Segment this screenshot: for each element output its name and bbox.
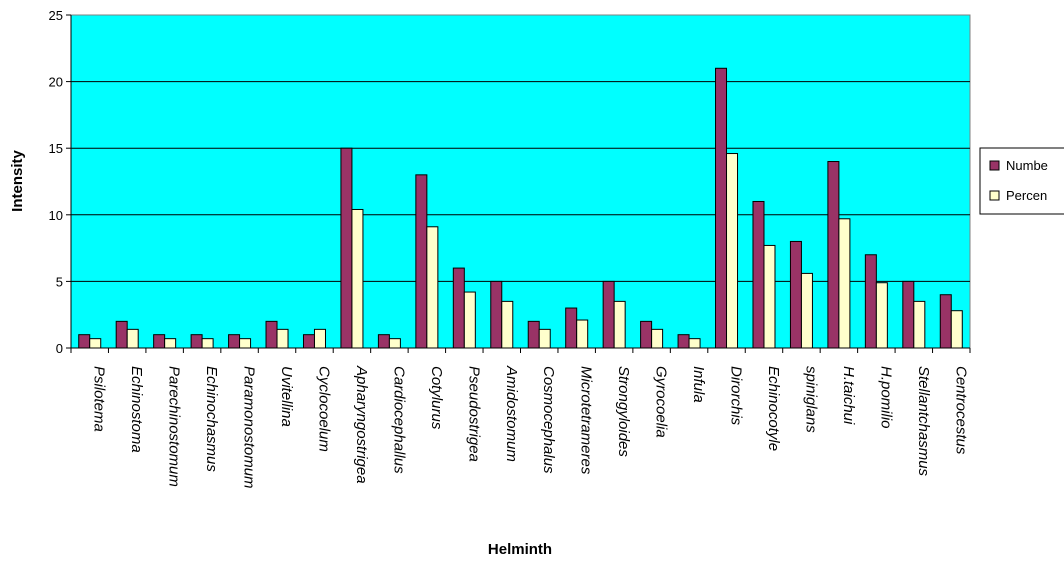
bar-series-1: [153, 334, 166, 349]
bar-series-2: [688, 338, 701, 349]
bar-series-1: [340, 147, 353, 349]
bar-series-1: [527, 320, 540, 349]
x-category-label: Strongyloides: [615, 366, 632, 457]
x-category-label: Stellantchasmus: [915, 366, 932, 477]
bar-series-1: [715, 67, 728, 349]
y-tick-label: 15: [49, 141, 63, 156]
bar-series-2: [613, 300, 626, 349]
bar-series-2: [239, 338, 252, 349]
y-tick-label: 0: [56, 341, 63, 356]
x-category-label: Paramonostomum: [241, 366, 258, 489]
x-category-label: Uvitellina: [278, 366, 295, 427]
y-tick-label: 20: [49, 75, 63, 90]
x-category-label: Parechinostomum: [166, 366, 183, 487]
bar-series-2: [126, 328, 139, 349]
legend-swatch-series-1: [989, 160, 1000, 171]
bar-series-1: [228, 334, 241, 349]
x-category-label: Psilotema: [91, 366, 108, 432]
bar-series-2: [875, 282, 888, 349]
y-axis: 0 5 10 15 20 25: [49, 8, 971, 356]
x-category-label: Apharyngostrigea: [353, 365, 370, 484]
bar-series-2: [726, 153, 739, 349]
legend-swatch-series-2: [989, 190, 1000, 201]
x-category-label: Microtetrameres: [578, 366, 595, 475]
bar-series-1: [452, 267, 465, 349]
bar-series-1: [864, 254, 877, 349]
x-category-label: Cyclocoelum: [315, 366, 332, 452]
bar-series-2: [838, 218, 851, 349]
bar-series-1: [789, 240, 802, 349]
x-category-label: Echinocotyle: [765, 366, 782, 451]
bar-series-2: [164, 338, 177, 349]
bar-series-1: [377, 334, 390, 349]
x-category-label: Gyrocoelia: [653, 366, 670, 438]
bar-series-1: [115, 320, 128, 349]
bars: [78, 67, 963, 349]
x-category-label: spiniglans: [802, 366, 819, 433]
y-tick-label: 5: [56, 274, 63, 289]
x-axis-labels: Psilotema Echinostoma Parechinostomum Echin…: [91, 365, 970, 489]
bar-series-2: [576, 319, 589, 349]
bar-series-2: [313, 328, 326, 349]
bar-series-1: [415, 174, 428, 349]
bar-series-2: [950, 310, 963, 349]
bar-series-1: [490, 280, 503, 349]
bar-series-1: [827, 161, 840, 349]
bar-series-1: [752, 200, 765, 349]
bar-series-1: [602, 280, 615, 349]
x-category-label: Dirorchis: [728, 366, 745, 426]
bar-series-1: [78, 334, 91, 349]
bar-series-2: [763, 244, 776, 349]
x-category-label: H.pomilio: [877, 366, 894, 429]
bar-series-1: [640, 320, 653, 349]
x-category-label: Cotylurus: [428, 366, 445, 430]
legend-box: [979, 147, 1064, 215]
bar-series-2: [463, 291, 476, 349]
bar-series-1: [902, 280, 915, 349]
bar-series-2: [276, 328, 289, 349]
bar-series-2: [913, 300, 926, 349]
x-category-label: Echinostoma: [128, 366, 145, 453]
x-category-label: Centrocestus: [952, 366, 969, 455]
plot-area: [70, 14, 971, 349]
bar-series-1: [265, 320, 278, 349]
bar-series-1: [302, 334, 315, 349]
bar-series-2: [89, 338, 102, 349]
bar-series-2: [800, 272, 813, 349]
x-category-label: Cosmocephalus: [540, 366, 557, 474]
x-category-label: Cardiocephallus: [390, 366, 407, 474]
bar-series-2: [351, 208, 364, 349]
bar-series-1: [190, 334, 203, 349]
bar-series-1: [677, 334, 690, 349]
gridlines: [71, 81, 970, 282]
x-category-label: Infula: [690, 366, 707, 403]
legend: Numbe Percen: [979, 147, 1064, 215]
bar-series-1: [565, 307, 578, 349]
x-category-label: H.taichui: [840, 366, 857, 425]
bar-series-2: [651, 328, 664, 349]
x-category-label: Pseudostrigea: [465, 366, 482, 462]
bar-series-2: [426, 226, 439, 349]
y-tick-label: 25: [49, 8, 63, 23]
x-axis-title: Helminth: [488, 541, 552, 558]
y-axis-title: Intensity: [9, 150, 26, 212]
bar-series-1: [939, 294, 952, 349]
x-category-label: Amidostomum: [503, 365, 520, 462]
bar-series-2: [388, 338, 401, 349]
bar-series-2: [201, 338, 214, 349]
legend-label-series-1: Numbe: [1006, 158, 1048, 173]
x-category-label: Echinochasmus: [203, 366, 220, 472]
bar-series-2: [538, 328, 551, 349]
y-tick-label: 10: [49, 208, 63, 223]
bar-series-2: [501, 300, 514, 349]
legend-label-series-2: Percen: [1006, 188, 1047, 203]
